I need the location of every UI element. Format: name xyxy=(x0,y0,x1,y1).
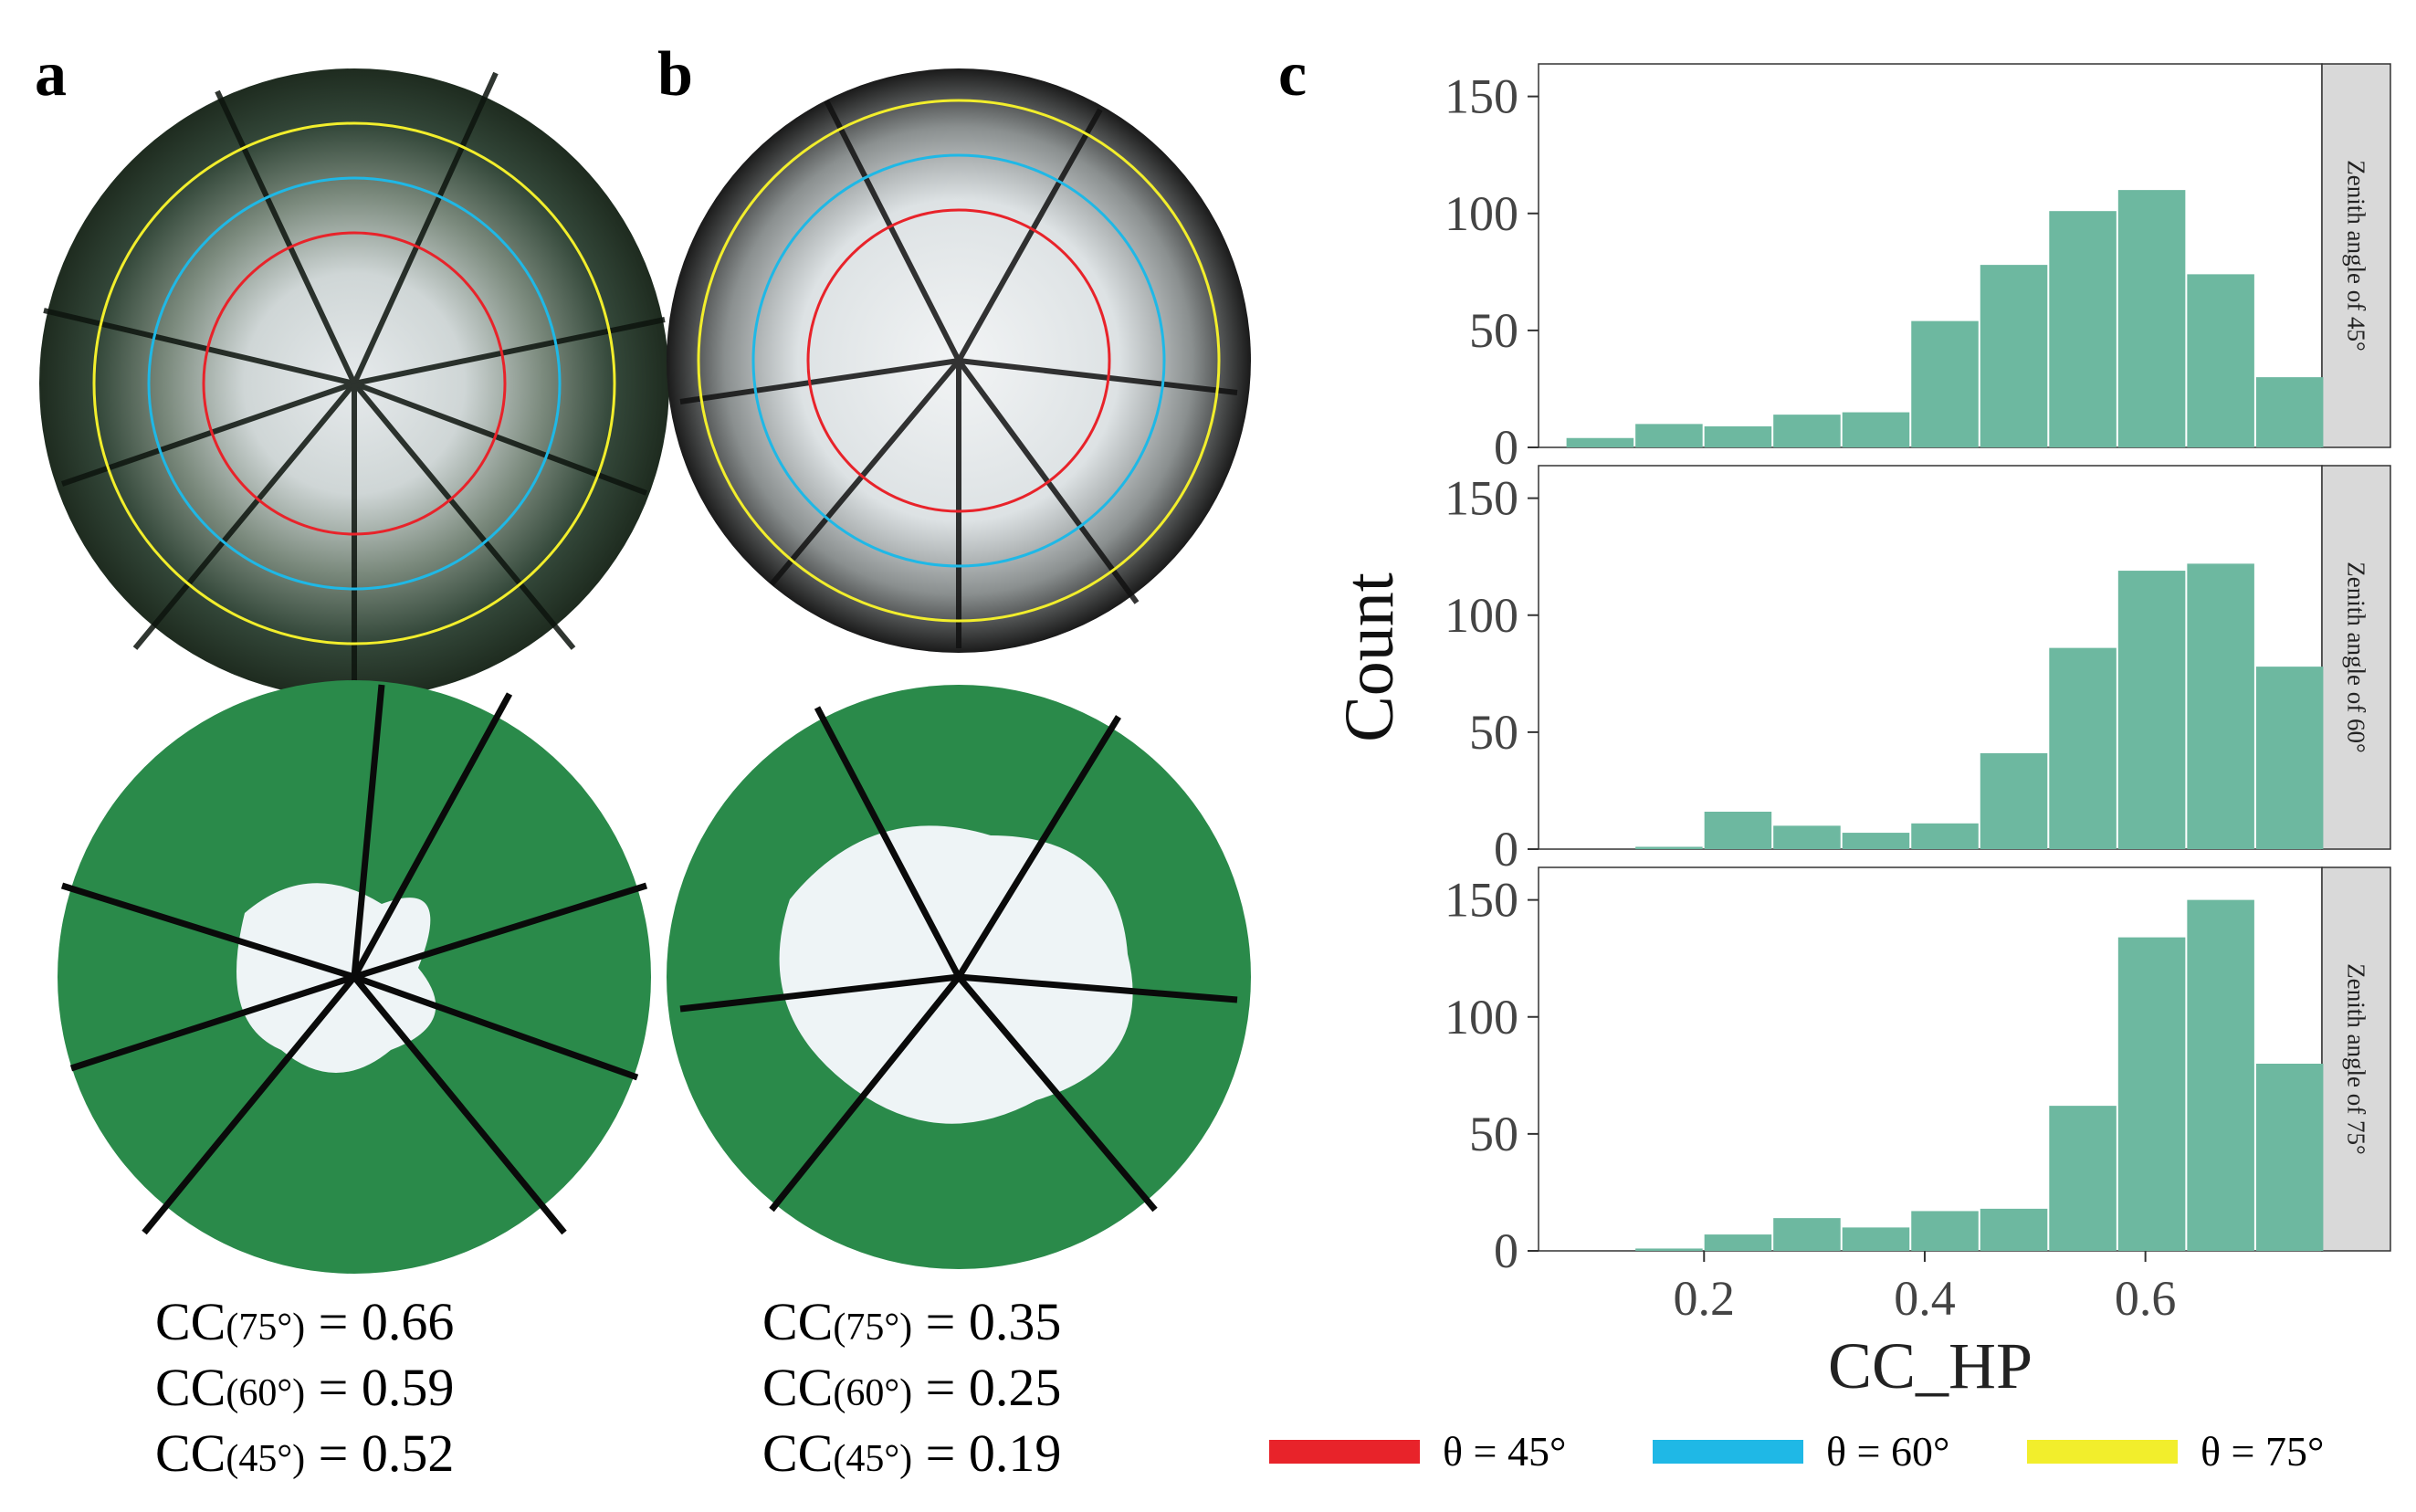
histogram-bar xyxy=(1635,1248,1703,1251)
cc-angle: (75°) xyxy=(226,1307,306,1349)
facet-strip xyxy=(2321,866,2391,1252)
facet-strip-label: Zenith angle of 45° xyxy=(2343,160,2370,352)
histogram-bar xyxy=(1773,415,1841,447)
cc-prefix: CC xyxy=(155,1292,226,1351)
cc-value: = 0.59 xyxy=(318,1358,455,1417)
histogram-bar xyxy=(2187,899,2254,1251)
panel-label-c: c xyxy=(1278,39,1308,110)
y-tick-label: 100 xyxy=(1444,588,1518,643)
x-tick-label: 0.4 xyxy=(1894,1271,1956,1326)
y-tick-label: 50 xyxy=(1469,303,1518,358)
legend-label-60: θ = 60° xyxy=(1826,1428,1950,1475)
x-axis-label: CC_HP xyxy=(1828,1329,2033,1397)
histogram-bar xyxy=(1635,424,1703,447)
classified-photo-b xyxy=(667,685,1251,1269)
facet-strip xyxy=(2321,63,2391,448)
cc-prefix: CC xyxy=(762,1423,834,1483)
cc-values-b: CC(75°) = 0.35 CC(60°) = 0.25 CC(45°) = … xyxy=(762,1292,1061,1489)
cc-values-a: CC(75°) = 0.66 CC(60°) = 0.59 CC(45°) = … xyxy=(155,1292,454,1489)
histogram-bar xyxy=(2255,377,2324,447)
y-tick-label: 0 xyxy=(1494,1223,1518,1278)
cc-value: = 0.52 xyxy=(318,1423,455,1483)
histogram-bar xyxy=(1980,1208,2048,1251)
histogram-bar xyxy=(1911,823,1979,849)
hemispherical-photo-a xyxy=(39,68,669,698)
cc-line-a-75: CC(75°) = 0.66 xyxy=(155,1292,454,1358)
cc-prefix: CC xyxy=(762,1358,834,1417)
histogram-bar xyxy=(2049,211,2117,447)
histogram-bar xyxy=(1704,812,1772,849)
facet-strip-label: Zenith angle of 75° xyxy=(2343,963,2370,1155)
histogram-bar xyxy=(1842,412,1910,447)
cc-value: = 0.19 xyxy=(925,1423,1062,1483)
histogram-chart: Zenith angle of 45° 0 50 100 150 Zenith angle… xyxy=(1331,63,2391,1397)
cc-value: = 0.25 xyxy=(925,1358,1062,1417)
y-tick-label: 100 xyxy=(1444,186,1518,241)
y-axis-label: Count xyxy=(1331,572,1408,742)
y-tick-label: 0 xyxy=(1494,420,1518,475)
histogram-bar xyxy=(2117,937,2186,1251)
histogram-bar xyxy=(1704,1234,1772,1251)
histogram-bar xyxy=(1842,833,1910,849)
y-tick-label: 0 xyxy=(1494,822,1518,877)
legend-swatch-60 xyxy=(1653,1440,1803,1464)
histogram-bar xyxy=(1635,846,1703,849)
cc-line-b-75: CC(75°) = 0.35 xyxy=(762,1292,1061,1358)
hemispherical-photo-b xyxy=(667,68,1251,653)
histogram-bar xyxy=(1773,1218,1841,1251)
panel-label-b: b xyxy=(657,39,693,110)
cc-angle: (60°) xyxy=(226,1372,306,1414)
histogram-bar xyxy=(2117,190,2186,447)
x-tick-label: 0.2 xyxy=(1674,1271,1736,1326)
cc-angle: (45°) xyxy=(226,1438,306,1480)
facet-strip-label: Zenith angle of 60° xyxy=(2343,562,2370,753)
y-tick-label: 100 xyxy=(1444,990,1518,1045)
cc-line-a-60: CC(60°) = 0.59 xyxy=(155,1358,454,1423)
cc-prefix: CC xyxy=(762,1292,834,1351)
histogram-bar xyxy=(1704,425,1772,447)
y-tick-label: 150 xyxy=(1444,69,1518,124)
panel-label-a: a xyxy=(35,39,67,110)
histogram-bar xyxy=(2049,1106,2117,1251)
histogram-bar xyxy=(2049,647,2117,849)
y-tick-label: 150 xyxy=(1444,873,1518,928)
cc-angle: (45°) xyxy=(833,1438,913,1480)
histogram-bar xyxy=(1911,1211,1979,1251)
histogram-bar xyxy=(1980,265,2048,447)
histogram-bar xyxy=(2255,1064,2324,1251)
cc-line-b-45: CC(45°) = 0.19 xyxy=(762,1423,1061,1489)
cc-prefix: CC xyxy=(155,1358,226,1417)
cc-angle: (75°) xyxy=(833,1307,913,1349)
classified-photo-a xyxy=(58,680,651,1274)
cc-angle: (60°) xyxy=(833,1372,913,1414)
cc-value: = 0.66 xyxy=(318,1292,455,1351)
y-tick-label: 50 xyxy=(1469,705,1518,760)
histogram-bar xyxy=(1773,825,1841,849)
facet-strip xyxy=(2321,465,2391,850)
histogram-bar xyxy=(1842,1227,1910,1251)
cc-line-a-45: CC(45°) = 0.52 xyxy=(155,1423,454,1489)
y-tick-label: 150 xyxy=(1444,471,1518,526)
y-tick-label: 50 xyxy=(1469,1107,1518,1161)
histogram-bar xyxy=(1980,752,2048,849)
histogram-bar xyxy=(2117,571,2186,849)
histogram-bar xyxy=(2255,667,2324,849)
cc-line-b-60: CC(60°) = 0.25 xyxy=(762,1358,1061,1423)
legend-swatch-45 xyxy=(1269,1440,1420,1464)
histogram-bar xyxy=(1911,320,1979,447)
legend-label-45: θ = 45° xyxy=(1443,1428,1567,1475)
x-tick-label: 0.6 xyxy=(2115,1271,2177,1326)
histogram-bar xyxy=(1566,437,1634,447)
legend-label-75: θ = 75° xyxy=(2201,1428,2325,1475)
legend-swatch-75 xyxy=(2027,1440,2178,1464)
histogram-bar xyxy=(2187,563,2254,849)
cc-prefix: CC xyxy=(155,1423,226,1483)
histogram-bar xyxy=(2187,274,2254,447)
cc-value: = 0.35 xyxy=(925,1292,1062,1351)
